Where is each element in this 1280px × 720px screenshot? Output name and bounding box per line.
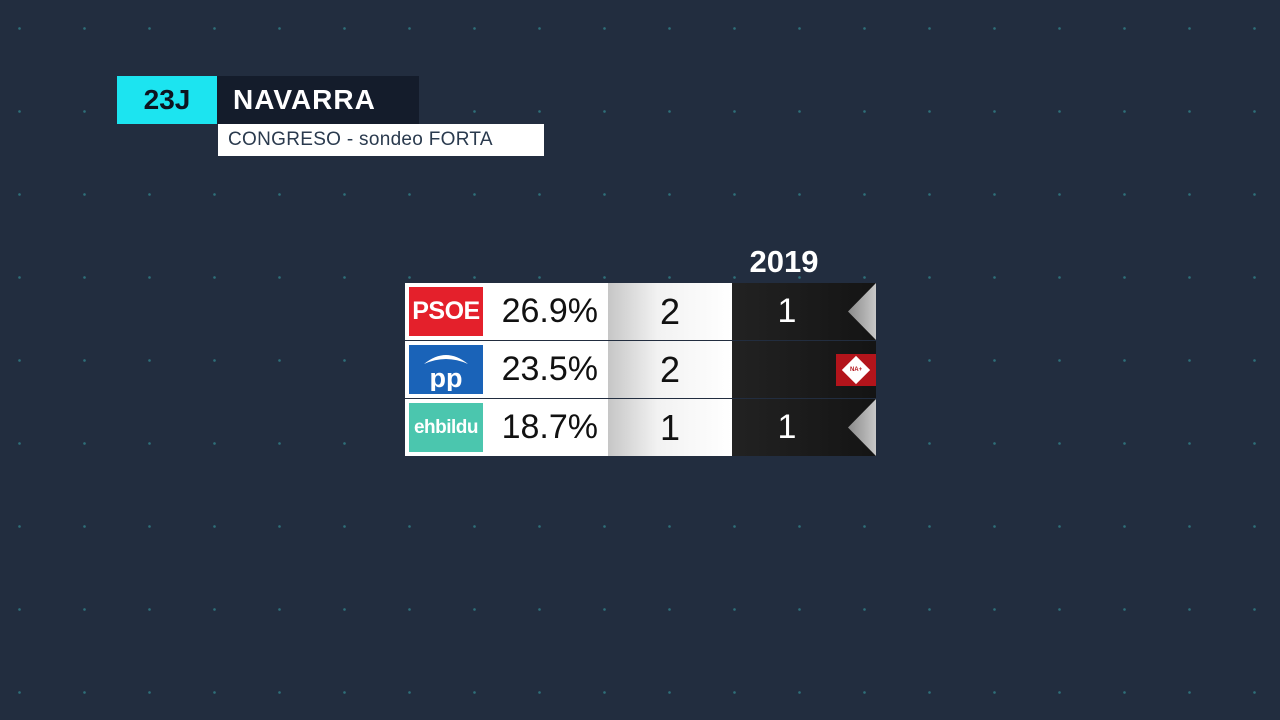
seats-estimate: 2 — [608, 341, 732, 398]
party-logo-cell: PSOE — [405, 283, 485, 340]
pp-logo-text: pp — [430, 363, 463, 391]
seats-2019 — [732, 341, 842, 398]
previous-year-header: 2019 — [749, 244, 819, 279]
election-date-tag: 23J — [117, 76, 217, 124]
seats-estimate: 1 — [608, 399, 732, 456]
seats-2019: 1 — [777, 408, 797, 446]
poll-subtitle: CONGRESO - sondeo FORTA — [218, 124, 544, 156]
pp-logo: pp — [409, 345, 483, 394]
party-logo-cell: ehbildu — [405, 399, 485, 456]
table-row-ehbildu: ehbildu 18.7% 1 1 — [405, 399, 876, 456]
pp-logo-icon: pp — [424, 354, 468, 391]
seats-2019-cell: 1 — [732, 283, 876, 340]
region-title: NAVARRA — [217, 76, 419, 124]
seats-estimate: 2 — [608, 283, 732, 340]
ehbildu-logo: ehbildu — [409, 403, 483, 452]
psoe-logo: PSOE — [409, 287, 483, 336]
vote-percent: 26.9% — [485, 283, 608, 340]
party-logo-cell: pp — [405, 341, 485, 398]
seats-2019-cell: 1 — [732, 399, 876, 456]
vote-percent: 23.5% — [485, 341, 608, 398]
table-row-psoe: PSOE 26.9% 2 1 — [405, 283, 876, 340]
table-row-pp: pp 23.5% 2 NA+ — [405, 341, 876, 398]
results-table: PSOE 26.9% 2 1 pp 23.5% 2 NA+ — [405, 283, 876, 457]
seats-2019: 1 — [777, 292, 797, 330]
arrow-left-icon — [848, 283, 876, 340]
arrow-left-icon — [848, 399, 876, 456]
na-plus-logo-icon: NA+ — [836, 354, 876, 386]
seats-2019-cell: NA+ — [732, 341, 876, 398]
na-plus-logo-text: NA+ — [849, 366, 863, 373]
vote-percent: 18.7% — [485, 399, 608, 456]
